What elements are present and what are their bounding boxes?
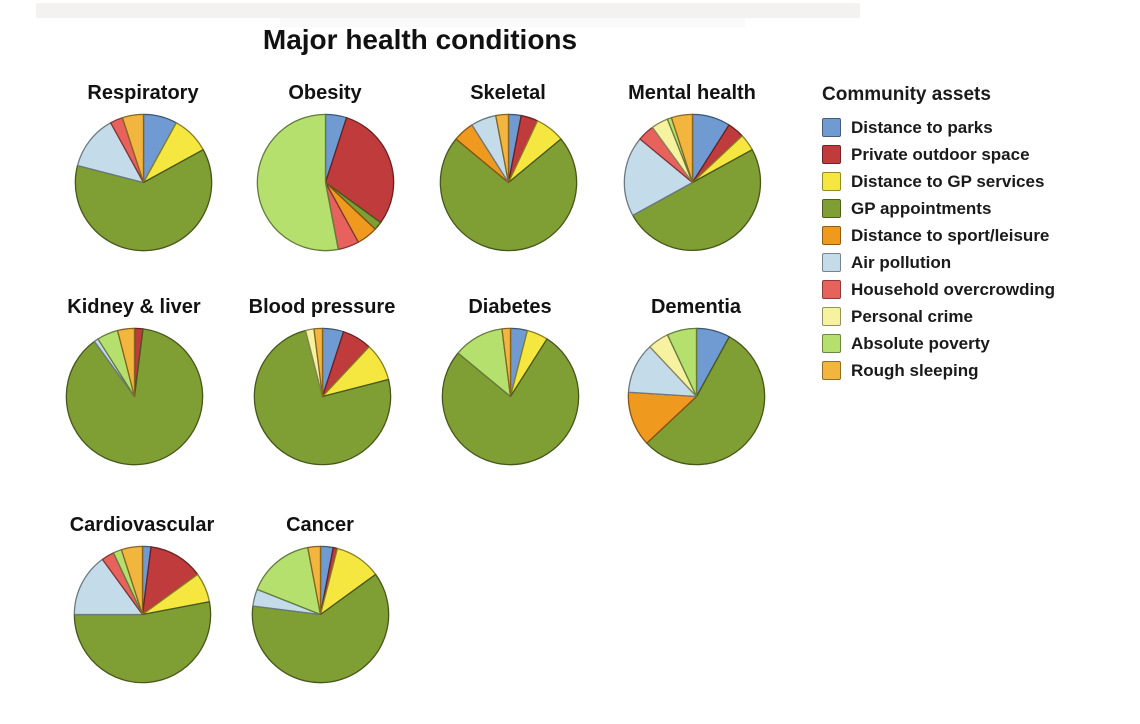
pie-slice-air-pollution: [73, 558, 143, 616]
pie-title: Dementia: [650, 296, 742, 318]
legend-swatch-icon: [822, 145, 841, 164]
legend-label: Air pollution: [851, 252, 952, 272]
pie-chart-obesity: [256, 113, 394, 252]
redacted-header-bar: [36, 3, 860, 18]
legend-swatch-icon: [822, 361, 841, 380]
pie-slice-gp-appointments: [251, 573, 389, 684]
pie-slice-rough-sleeping: [500, 327, 511, 398]
pie-slice-rough-sleeping: [306, 545, 321, 616]
legend-swatch-icon: [822, 172, 841, 191]
legend-items: Distance to parks Private outdoor space Di…: [822, 114, 1122, 384]
faint-artifact-band: [280, 18, 745, 27]
legend-swatch-icon: [822, 307, 841, 326]
legend-title: Community assets: [822, 84, 991, 105]
pie-title: Cancer: [286, 514, 354, 536]
legend-item-distance-to-sport-leisure: Distance to sport/leisure: [822, 222, 1122, 249]
pie-chart-blood-pressure: [253, 327, 391, 466]
pie-title: Skeletal: [470, 82, 546, 104]
pie-title: Mental health: [628, 82, 756, 104]
legend-item-distance-to-parks: Distance to parks: [822, 114, 1122, 141]
pie-slice-private-outdoor-space: [141, 546, 198, 616]
legend-item-gp-appointments: GP appointments: [822, 195, 1122, 222]
pie-title: Obesity: [288, 82, 362, 104]
pie-slice-distance-to-sport-leisure: [627, 391, 697, 444]
pie-slice-absolute-poverty: [256, 113, 339, 252]
pie-slice-rough-sleeping: [121, 113, 144, 184]
legend-swatch-icon: [822, 226, 841, 245]
pie-cell-diabetes: Diabetes: [415, 296, 605, 469]
pie-chart-respiratory: [74, 113, 212, 252]
page-title: Major health conditions: [262, 24, 578, 55]
legend-label: Private outdoor space: [851, 144, 1030, 164]
pie-cell-dementia: Dementia: [601, 296, 791, 469]
pie-slice-rough-sleeping: [494, 113, 509, 184]
pie-slice-gp-appointments: [439, 138, 577, 252]
pie-slice-absolute-poverty: [666, 327, 697, 398]
legend-swatch-icon: [822, 118, 841, 137]
legend-swatch-icon: [822, 199, 841, 218]
legend-item-absolute-poverty: Absolute poverty: [822, 330, 1122, 357]
pie-cell-cardiovascular: Cardiovascular: [47, 514, 237, 687]
pie-cell-blood-pressure: Blood pressure: [227, 296, 417, 469]
pie-chart-cancer: [251, 545, 389, 684]
pie-chart-dementia: [627, 327, 765, 466]
pie-slice-air-pollution: [623, 138, 693, 216]
legend-item-rough-sleeping: Rough sleeping: [822, 357, 1122, 384]
pie-slice-gp-appointments: [74, 149, 212, 252]
pie-slice-gp-appointments: [441, 338, 579, 466]
pie-slice-gp-appointments: [631, 149, 761, 252]
legend-label: Absolute poverty: [851, 333, 990, 353]
legend-swatch-icon: [822, 280, 841, 299]
legend-swatch-icon: [822, 334, 841, 353]
pie-slice-gp-appointments: [645, 336, 765, 466]
pie-title: Kidney & liver: [67, 296, 201, 318]
legend-label: Household overcrowding: [851, 279, 1056, 299]
pie-title: Cardiovascular: [69, 514, 215, 536]
legend-item-personal-crime: Personal crime: [822, 303, 1122, 330]
pie-slice-rough-sleeping: [120, 545, 143, 616]
pie-cell-mental-health: Mental health: [597, 82, 787, 255]
legend-label: GP appointments: [851, 198, 992, 218]
pie-slice-rough-sleeping: [312, 327, 323, 398]
pie-title: Blood pressure: [248, 296, 396, 318]
pie-cell-obesity: Obesity: [230, 82, 420, 255]
pie-chart-kidney-liver: [65, 327, 203, 466]
pie-cell-respiratory: Respiratory: [48, 82, 238, 255]
pie-slice-private-outdoor-space: [324, 117, 394, 224]
pie-slice-rough-sleeping: [116, 327, 135, 398]
legend-item-household-overcrowding: Household overcrowding: [822, 276, 1122, 303]
pie-chart-diabetes: [441, 327, 579, 466]
legend-item-private-outdoor-space: Private outdoor space: [822, 141, 1122, 168]
pie-slice-gp-appointments: [253, 329, 391, 466]
pie-cell-cancer: Cancer: [225, 514, 415, 687]
pie-chart-cardiovascular: [73, 545, 211, 684]
pie-slice-rough-sleeping: [670, 113, 693, 184]
legend-label: Distance to parks: [851, 117, 993, 137]
pie-chart-skeletal: [439, 113, 577, 252]
pie-title: Respiratory: [87, 82, 199, 104]
pie-cell-kidney-liver: Kidney & liver: [39, 296, 229, 469]
legend-label: Distance to sport/leisure: [851, 225, 1050, 245]
pie-chart-mental-health: [623, 113, 761, 252]
legend: Community assets Distance to parks Privat…: [822, 84, 1122, 384]
pie-slice-gp-appointments: [73, 601, 211, 684]
legend-item-distance-to-gp-services: Distance to GP services: [822, 168, 1122, 195]
legend-label: Distance to GP services: [851, 171, 1045, 191]
pie-slice-absolute-poverty: [255, 546, 321, 616]
legend-label: Personal crime: [851, 306, 973, 326]
legend-label: Rough sleeping: [851, 360, 979, 380]
pie-slice-air-pollution: [76, 122, 144, 184]
pie-cell-skeletal: Skeletal: [413, 82, 603, 255]
legend-swatch-icon: [822, 253, 841, 272]
legend-item-air-pollution: Air pollution: [822, 249, 1122, 276]
pie-title: Diabetes: [468, 296, 552, 318]
